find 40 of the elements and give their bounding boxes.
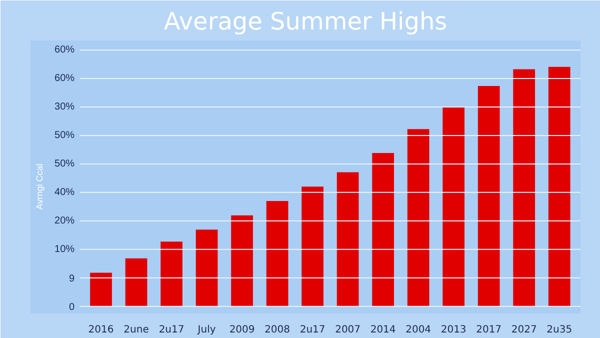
text: 0 bbox=[69, 302, 76, 313]
text: 60% bbox=[54, 44, 75, 56]
bar bbox=[231, 215, 253, 306]
text: 50% bbox=[54, 158, 75, 170]
bar bbox=[407, 129, 430, 306]
text: 20% bbox=[54, 215, 75, 226]
x-tick-label: 2027 bbox=[511, 324, 537, 336]
x-tick-label: 2004 bbox=[406, 324, 432, 336]
bar bbox=[478, 86, 500, 306]
x-tick-label: 2017 bbox=[476, 324, 502, 336]
x-tick-label: 2008 bbox=[264, 324, 290, 336]
x-tick-label: July bbox=[196, 324, 216, 336]
bar bbox=[90, 272, 112, 306]
text: 9 bbox=[69, 273, 76, 284]
chart-title: Average Summer Highs bbox=[164, 8, 448, 36]
bar bbox=[266, 200, 288, 306]
bar bbox=[160, 242, 182, 306]
x-tick-label: 2016 bbox=[88, 324, 114, 336]
x-tick-label: 2u35 bbox=[546, 324, 572, 336]
bar bbox=[442, 108, 465, 306]
text: 30% bbox=[54, 102, 75, 113]
x-tick-label: 2014 bbox=[370, 324, 396, 336]
bar bbox=[125, 258, 148, 306]
bar bbox=[196, 230, 218, 306]
x-tick-label: 2007 bbox=[335, 324, 361, 336]
text: 50% bbox=[54, 130, 75, 141]
x-tick-label: 2009 bbox=[229, 324, 255, 336]
bar bbox=[548, 66, 570, 306]
bar bbox=[372, 153, 394, 306]
x-tick-label: 2u17 bbox=[158, 324, 184, 336]
bar bbox=[336, 172, 359, 306]
y-axis-title: Avrngi Ccal bbox=[34, 164, 44, 210]
bar bbox=[513, 69, 536, 306]
x-tick-label: 2une bbox=[124, 324, 149, 336]
x-tick-label: 2013 bbox=[440, 324, 466, 336]
text: 10% bbox=[54, 244, 75, 255]
x-tick-label: 2u17 bbox=[300, 324, 326, 336]
text: 60% bbox=[54, 73, 75, 84]
bar bbox=[302, 186, 324, 306]
text: 40% bbox=[54, 186, 75, 198]
